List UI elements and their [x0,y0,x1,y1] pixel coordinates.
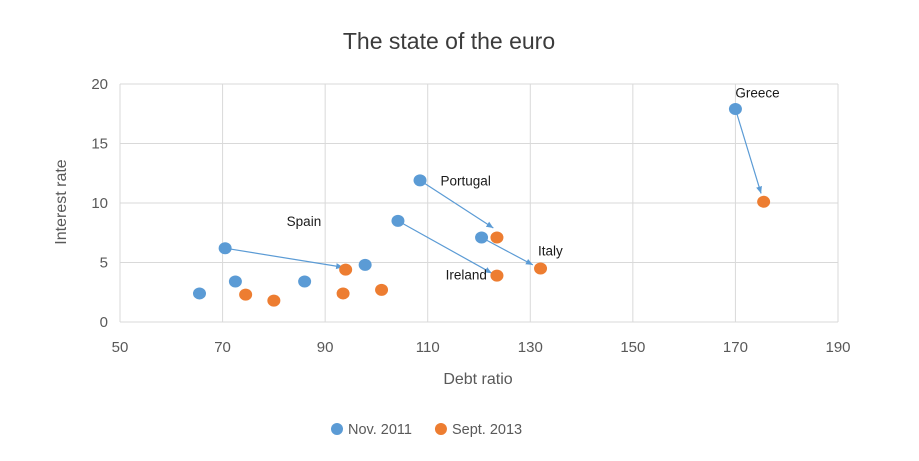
point-sept-2013 [375,283,389,296]
annotation-label: Italy [538,244,563,259]
arrows [225,108,762,274]
annotation-label: Portugal [441,173,491,188]
y-tick-label: 0 [100,314,108,331]
annotation-label: Greece [735,85,779,100]
data-points [192,102,771,307]
x-tick-label: 150 [620,339,645,356]
legend-label-2: Sept. 2013 [452,422,522,438]
annotation-label: Spain [287,214,322,229]
point-nov-2011 [298,275,312,288]
annotations: Spain Portugal Ireland Italy Greece [287,85,780,282]
legend-marker-1 [331,423,343,435]
movement-arrow [481,236,534,266]
point-sept-2013 [757,195,771,208]
x-axis-title: Debt ratio [443,371,512,388]
point-nov-2011 [391,214,405,227]
point-sept-2013 [336,287,350,300]
x-tick-label: 50 [112,339,129,356]
point-sept-2013 [239,288,253,301]
chart-title: The state of the euro [343,28,555,54]
y-axis-title: Interest rate [53,159,70,244]
x-tick-label: 110 [416,339,440,356]
y-tick-label: 10 [91,195,108,212]
x-tick-label: 70 [214,339,231,356]
x-tick-label: 130 [518,339,543,356]
point-nov-2011 [413,174,427,187]
point-nov-2011 [358,258,372,271]
axis-ticks: 0 5 10 15 20 50 70 90 110 130 150 170 190 [91,76,850,356]
y-tick-label: 15 [91,136,108,153]
legend: Nov. 2011 Sept. 2013 [331,422,522,438]
gridlines [119,83,839,323]
point-nov-2011 [192,287,206,300]
legend-marker-2 [434,423,447,435]
point-sept-2013 [267,294,281,307]
point-nov-2011 [475,231,489,244]
x-tick-label: 90 [317,339,334,356]
y-tick-label: 5 [100,255,108,272]
movement-arrow [734,108,762,194]
point-nov-2011 [728,102,742,115]
y-tick-label: 20 [91,76,108,93]
movement-arrow [419,179,494,229]
x-tick-label: 190 [825,339,850,356]
annotation-label: Ireland [446,267,487,282]
legend-label-1: Nov. 2011 [348,422,412,438]
point-sept-2013 [534,262,548,275]
point-sept-2013 [339,263,353,276]
point-sept-2013 [490,269,504,282]
point-nov-2011 [228,275,242,288]
point-nov-2011 [218,242,232,255]
point-sept-2013 [490,231,504,244]
movement-arrow [397,220,493,274]
x-tick-label: 170 [723,339,748,356]
movement-arrow [225,247,344,270]
